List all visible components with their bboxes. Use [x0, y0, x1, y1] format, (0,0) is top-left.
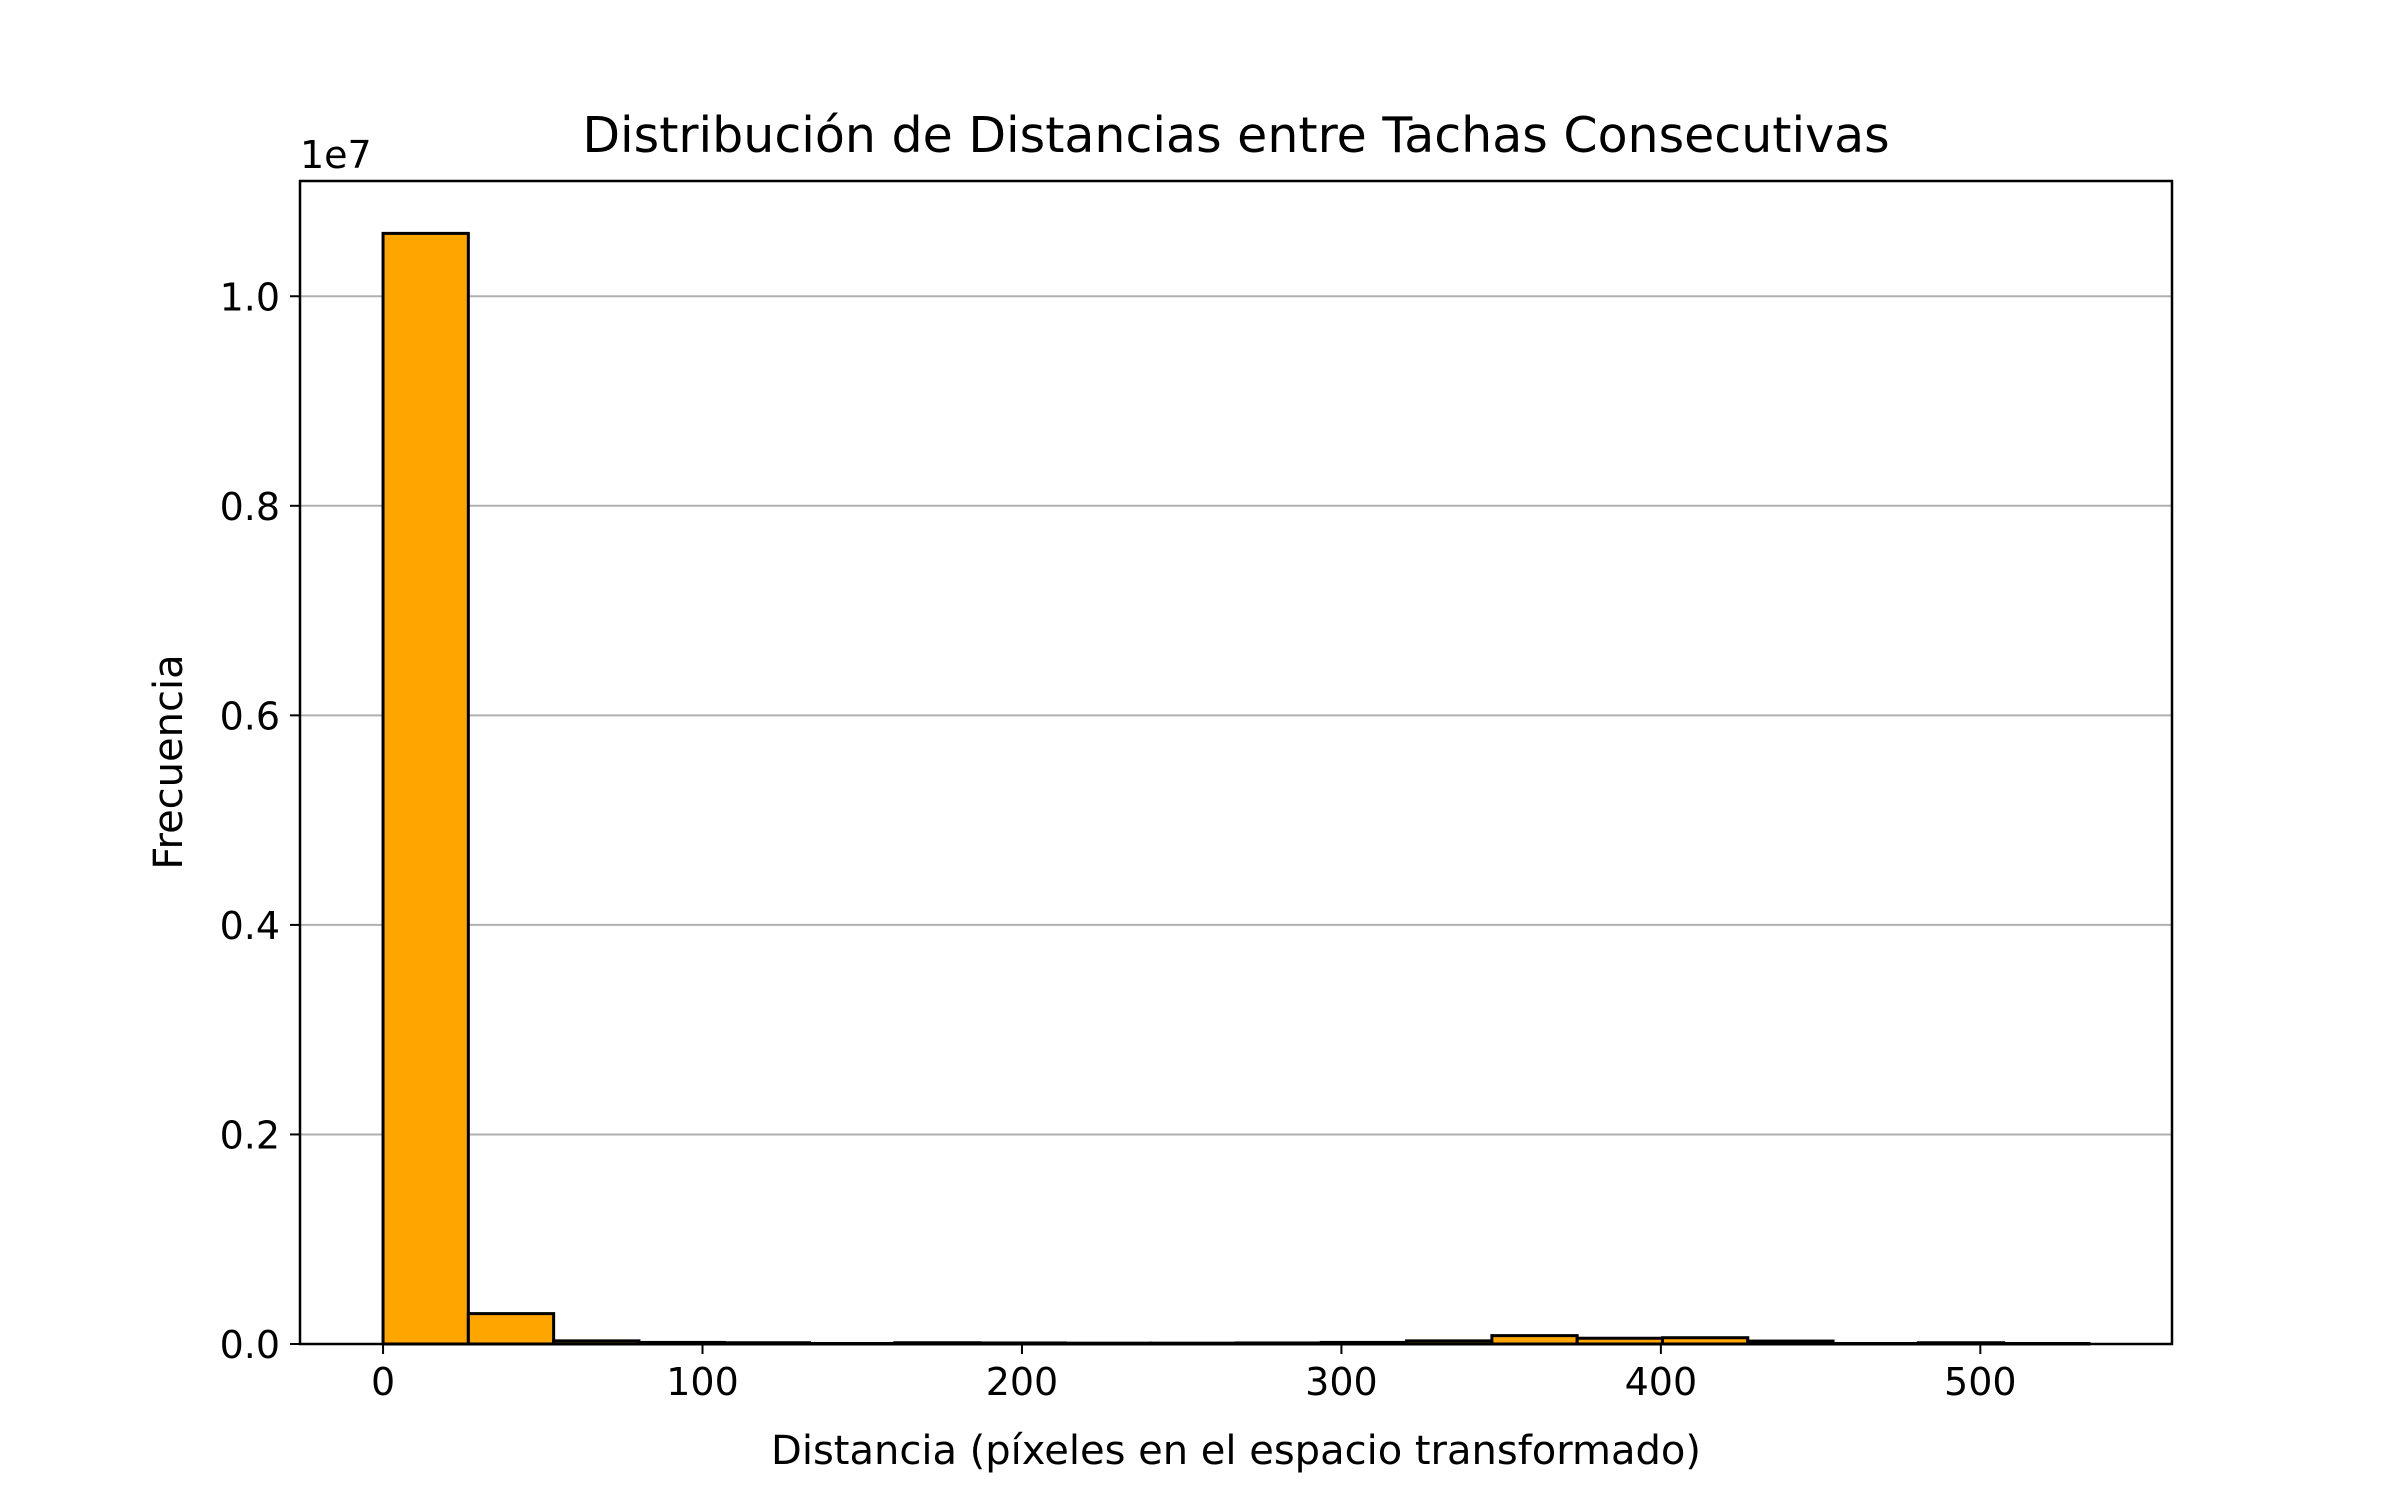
y-tick-label-3: 0.6: [220, 694, 280, 738]
ticks-layer: 0 100 200 300 400 500 0.0 0.2 0.4 0.6 0.8 1.0: [220, 275, 2017, 1404]
chart-title: Distribución de Distancias entre Tachas …: [582, 107, 1889, 164]
x-axis-label: Distancia (píxeles en el espacio transfo…: [771, 1428, 1701, 1474]
histogram-bar-0: [381, 231, 470, 1346]
y-tick-label-5: 1.0: [220, 275, 280, 319]
histogram-bar-13: [1490, 1334, 1579, 1346]
y-tick-label-0: 0.0: [220, 1323, 280, 1367]
x-tick-label-0: 0: [371, 1360, 395, 1404]
y-offset-label: 1e7: [300, 133, 372, 177]
x-tick-label-5: 500: [1944, 1360, 2017, 1404]
grid-layer: [300, 295, 2172, 1136]
histogram-bar-1: [466, 1312, 556, 1346]
x-tick-label-1: 100: [666, 1360, 739, 1404]
bars-layer: [381, 231, 2091, 1346]
plot-frame: [298, 179, 2174, 1346]
x-tick-label-3: 300: [1305, 1360, 1378, 1404]
y-tick-label-1: 0.2: [220, 1113, 280, 1157]
x-tick-label-4: 400: [1625, 1360, 1698, 1404]
x-tick-label-2: 200: [986, 1360, 1059, 1404]
y-tick-label-4: 0.8: [220, 485, 280, 529]
y-axis-label: Frecuencia: [146, 654, 192, 869]
y-tick-label-2: 0.4: [220, 904, 280, 948]
